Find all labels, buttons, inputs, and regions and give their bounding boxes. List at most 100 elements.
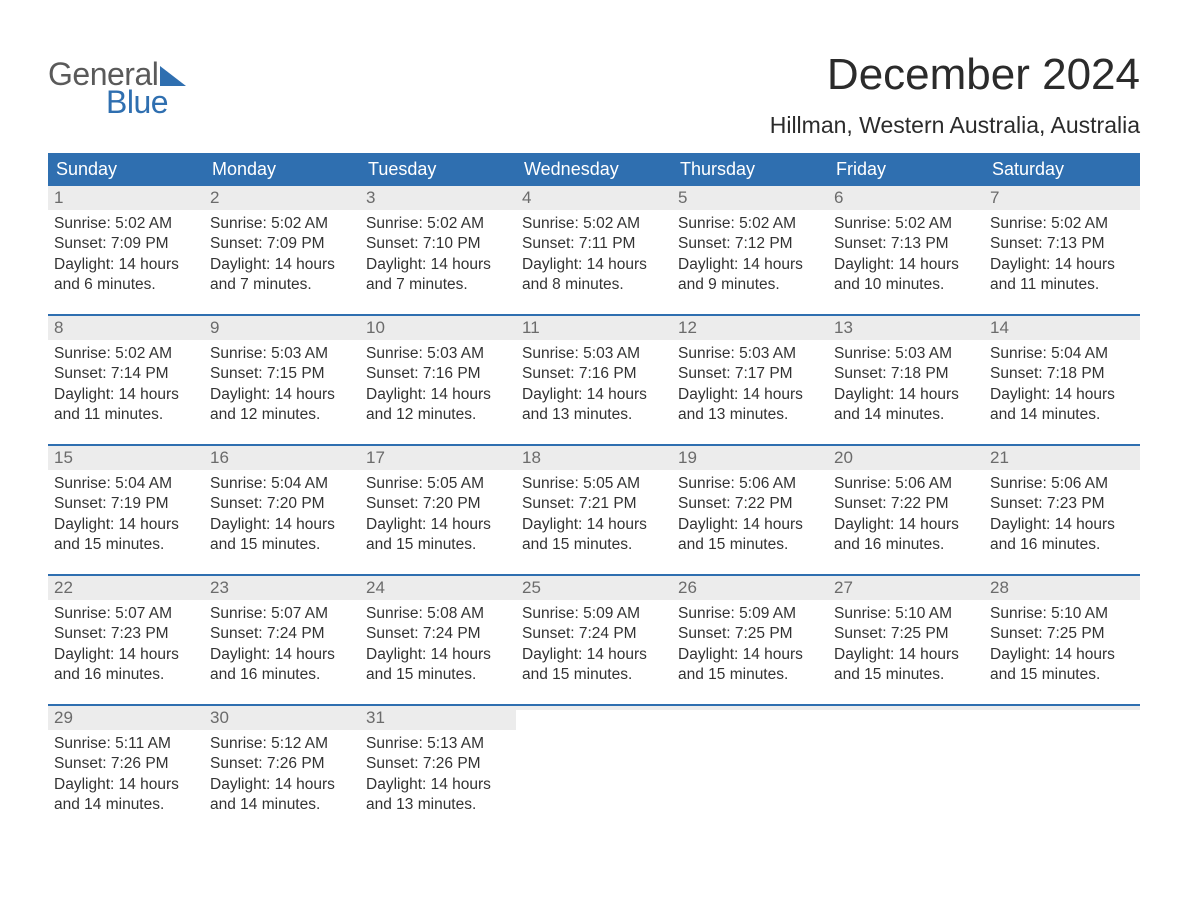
day-number: 6 bbox=[834, 188, 843, 207]
day-body: Sunrise: 5:09 AMSunset: 7:24 PMDaylight:… bbox=[516, 600, 672, 700]
daylight-text: Daylight: 14 hours and 12 minutes. bbox=[210, 385, 354, 426]
month-title: December 2024 bbox=[770, 50, 1140, 100]
sunset-text: Sunset: 7:14 PM bbox=[54, 364, 198, 384]
calendar-day-cell bbox=[984, 706, 1140, 834]
day-number-row: 29 bbox=[48, 706, 204, 730]
day-body bbox=[516, 710, 672, 728]
sunset-text: Sunset: 7:25 PM bbox=[990, 624, 1134, 644]
daylight-text: Daylight: 14 hours and 14 minutes. bbox=[210, 775, 354, 816]
day-number: 7 bbox=[990, 188, 999, 207]
dow-saturday: Saturday bbox=[984, 153, 1140, 186]
sunrise-text: Sunrise: 5:04 AM bbox=[990, 344, 1134, 364]
location-subtitle: Hillman, Western Australia, Australia bbox=[770, 112, 1140, 139]
sunrise-text: Sunrise: 5:07 AM bbox=[210, 604, 354, 624]
daylight-text: Daylight: 14 hours and 13 minutes. bbox=[678, 385, 822, 426]
daylight-text: Daylight: 14 hours and 12 minutes. bbox=[366, 385, 510, 426]
day-body: Sunrise: 5:05 AMSunset: 7:21 PMDaylight:… bbox=[516, 470, 672, 570]
calendar-day-cell: 31Sunrise: 5:13 AMSunset: 7:26 PMDayligh… bbox=[360, 706, 516, 834]
day-body bbox=[672, 710, 828, 728]
daylight-text: Daylight: 14 hours and 14 minutes. bbox=[54, 775, 198, 816]
sunrise-text: Sunrise: 5:11 AM bbox=[54, 734, 198, 754]
calendar-day-cell: 19Sunrise: 5:06 AMSunset: 7:22 PMDayligh… bbox=[672, 446, 828, 574]
day-number-row: 14 bbox=[984, 316, 1140, 340]
calendar-week: 8 Sunrise: 5:02 AMSunset: 7:14 PMDaylight… bbox=[48, 314, 1140, 444]
day-body: Sunrise: 5:02 AMSunset: 7:14 PMDaylight:… bbox=[48, 340, 204, 440]
sunrise-text: Sunrise: 5:09 AM bbox=[678, 604, 822, 624]
sunrise-text: Sunrise: 5:02 AM bbox=[678, 214, 822, 234]
daylight-text: Daylight: 14 hours and 15 minutes. bbox=[54, 515, 198, 556]
day-number-row: 5 bbox=[672, 186, 828, 210]
sunrise-text: Sunrise: 5:03 AM bbox=[366, 344, 510, 364]
sunset-text: Sunset: 7:21 PM bbox=[522, 494, 666, 514]
calendar-day-cell: 5 Sunrise: 5:02 AMSunset: 7:12 PMDaylight… bbox=[672, 186, 828, 314]
dow-thursday: Thursday bbox=[672, 153, 828, 186]
day-number-row: 10 bbox=[360, 316, 516, 340]
day-body: Sunrise: 5:02 AMSunset: 7:13 PMDaylight:… bbox=[984, 210, 1140, 310]
calendar-week: 15Sunrise: 5:04 AMSunset: 7:19 PMDayligh… bbox=[48, 444, 1140, 574]
dow-monday: Monday bbox=[204, 153, 360, 186]
daylight-text: Daylight: 14 hours and 15 minutes. bbox=[366, 515, 510, 556]
day-number-row: 12 bbox=[672, 316, 828, 340]
day-body: Sunrise: 5:04 AMSunset: 7:20 PMDaylight:… bbox=[204, 470, 360, 570]
daylight-text: Daylight: 14 hours and 11 minutes. bbox=[990, 255, 1134, 296]
calendar-day-cell: 4 Sunrise: 5:02 AMSunset: 7:11 PMDaylight… bbox=[516, 186, 672, 314]
day-body: Sunrise: 5:06 AMSunset: 7:22 PMDaylight:… bbox=[672, 470, 828, 570]
calendar-week: 29Sunrise: 5:11 AMSunset: 7:26 PMDayligh… bbox=[48, 704, 1140, 834]
sunset-text: Sunset: 7:09 PM bbox=[210, 234, 354, 254]
day-number: 21 bbox=[990, 448, 1009, 467]
day-body bbox=[828, 710, 984, 728]
day-number-row: 13 bbox=[828, 316, 984, 340]
day-number-row: 20 bbox=[828, 446, 984, 470]
day-body: Sunrise: 5:02 AMSunset: 7:11 PMDaylight:… bbox=[516, 210, 672, 310]
sunset-text: Sunset: 7:12 PM bbox=[678, 234, 822, 254]
sunset-text: Sunset: 7:23 PM bbox=[990, 494, 1134, 514]
calendar-day-cell: 16Sunrise: 5:04 AMSunset: 7:20 PMDayligh… bbox=[204, 446, 360, 574]
day-number: 8 bbox=[54, 318, 63, 337]
day-body: Sunrise: 5:03 AMSunset: 7:18 PMDaylight:… bbox=[828, 340, 984, 440]
daylight-text: Daylight: 14 hours and 7 minutes. bbox=[210, 255, 354, 296]
dow-friday: Friday bbox=[828, 153, 984, 186]
day-number: 24 bbox=[366, 578, 385, 597]
calendar-day-cell: 11Sunrise: 5:03 AMSunset: 7:16 PMDayligh… bbox=[516, 316, 672, 444]
calendar-day-cell: 2Sunrise: 5:02 AMSunset: 7:09 PMDaylight… bbox=[204, 186, 360, 314]
sunset-text: Sunset: 7:26 PM bbox=[210, 754, 354, 774]
calendar-day-cell: 26Sunrise: 5:09 AMSunset: 7:25 PMDayligh… bbox=[672, 576, 828, 704]
sunset-text: Sunset: 7:16 PM bbox=[366, 364, 510, 384]
calendar-day-cell: 28Sunrise: 5:10 AMSunset: 7:25 PMDayligh… bbox=[984, 576, 1140, 704]
day-number: 4 bbox=[522, 188, 531, 207]
day-number: 27 bbox=[834, 578, 853, 597]
sunrise-text: Sunrise: 5:02 AM bbox=[990, 214, 1134, 234]
calendar-week: 1Sunrise: 5:02 AMSunset: 7:09 PMDaylight… bbox=[48, 186, 1140, 314]
calendar-page: General Blue December 2024 Hillman, West… bbox=[0, 0, 1188, 874]
daylight-text: Daylight: 14 hours and 8 minutes. bbox=[522, 255, 666, 296]
day-body: Sunrise: 5:02 AMSunset: 7:09 PMDaylight:… bbox=[48, 210, 204, 310]
sunrise-text: Sunrise: 5:13 AM bbox=[366, 734, 510, 754]
daylight-text: Daylight: 14 hours and 15 minutes. bbox=[366, 645, 510, 686]
sunset-text: Sunset: 7:26 PM bbox=[366, 754, 510, 774]
day-number-row: 19 bbox=[672, 446, 828, 470]
daylight-text: Daylight: 14 hours and 14 minutes. bbox=[990, 385, 1134, 426]
day-body: Sunrise: 5:08 AMSunset: 7:24 PMDaylight:… bbox=[360, 600, 516, 700]
day-body: Sunrise: 5:13 AMSunset: 7:26 PMDaylight:… bbox=[360, 730, 516, 830]
sunrise-text: Sunrise: 5:03 AM bbox=[210, 344, 354, 364]
day-body: Sunrise: 5:07 AMSunset: 7:24 PMDaylight:… bbox=[204, 600, 360, 700]
day-number: 26 bbox=[678, 578, 697, 597]
daylight-text: Daylight: 14 hours and 9 minutes. bbox=[678, 255, 822, 296]
dow-sunday: Sunday bbox=[48, 153, 204, 186]
day-number: 20 bbox=[834, 448, 853, 467]
day-body: Sunrise: 5:05 AMSunset: 7:20 PMDaylight:… bbox=[360, 470, 516, 570]
day-body: Sunrise: 5:02 AMSunset: 7:09 PMDaylight:… bbox=[204, 210, 360, 310]
sunset-text: Sunset: 7:09 PM bbox=[54, 234, 198, 254]
day-number-row: 24 bbox=[360, 576, 516, 600]
day-number-row: 22 bbox=[48, 576, 204, 600]
sunrise-text: Sunrise: 5:03 AM bbox=[678, 344, 822, 364]
sunrise-text: Sunrise: 5:02 AM bbox=[210, 214, 354, 234]
day-number-row: 27 bbox=[828, 576, 984, 600]
day-body: Sunrise: 5:10 AMSunset: 7:25 PMDaylight:… bbox=[828, 600, 984, 700]
calendar-day-cell: 10 Sunrise: 5:03 AMSunset: 7:16 PMDayligh… bbox=[360, 316, 516, 444]
calendar-day-cell: 30Sunrise: 5:12 AMSunset: 7:26 PMDayligh… bbox=[204, 706, 360, 834]
day-number-row: 21 bbox=[984, 446, 1140, 470]
day-body: Sunrise: 5:07 AMSunset: 7:23 PMDaylight:… bbox=[48, 600, 204, 700]
sunrise-text: Sunrise: 5:10 AM bbox=[990, 604, 1134, 624]
day-number: 15 bbox=[54, 448, 73, 467]
